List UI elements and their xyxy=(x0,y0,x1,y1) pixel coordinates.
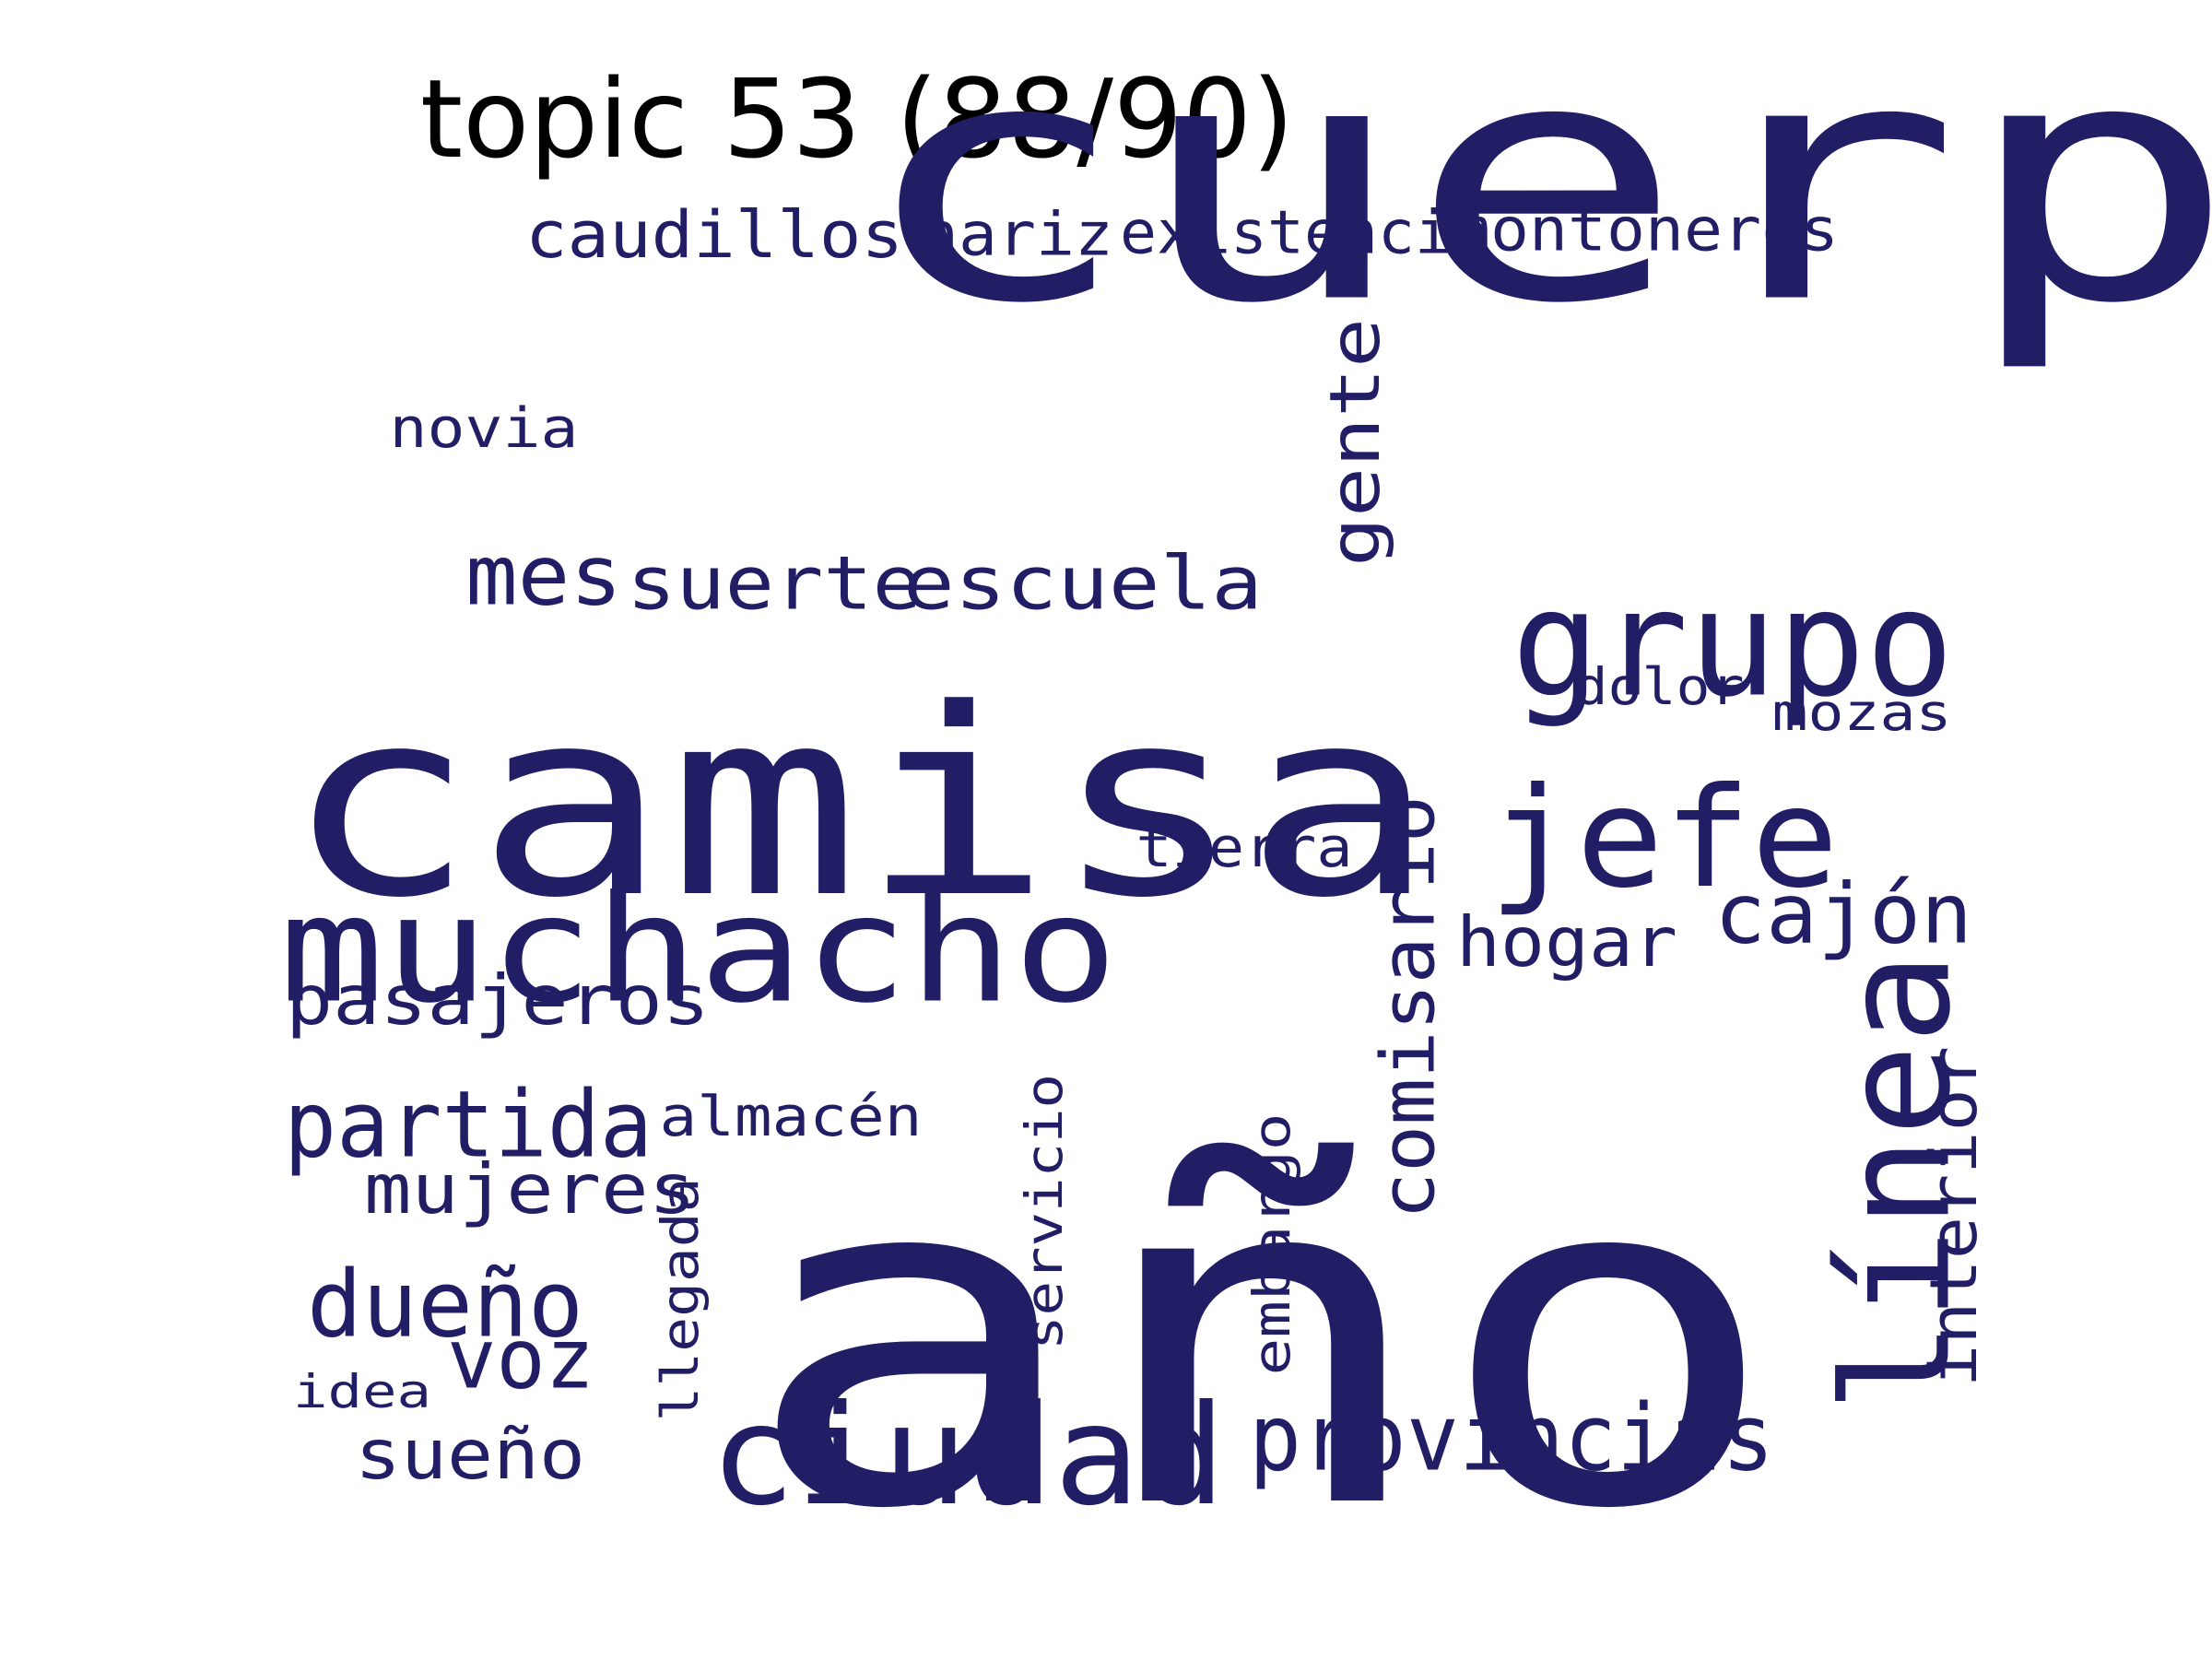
word-mujeres: mujeres xyxy=(364,1148,696,1230)
word-existencia: existencia xyxy=(1120,199,1488,268)
word-hogar: hogar xyxy=(1456,901,1677,982)
word-nariz: nariz xyxy=(920,201,1113,270)
word-camisa: camisa xyxy=(284,654,1436,955)
word-comisario: comisario xyxy=(1366,795,1452,1219)
word-caudillos: caudillos xyxy=(525,197,903,273)
word-jefe: jefe xyxy=(1488,759,1839,919)
word-dolor: dolor xyxy=(1574,657,1745,716)
word-novia: novia xyxy=(390,396,579,461)
word-partida: partida xyxy=(284,1071,653,1179)
word-mozas: mozas xyxy=(1772,683,1952,742)
word-gente: gente xyxy=(1314,318,1395,567)
word-año: año xyxy=(740,1073,1782,1609)
word-mes: mes xyxy=(465,528,622,625)
word-llegada: llegada xyxy=(651,1178,710,1422)
word-cajón: cajón xyxy=(1714,866,1972,963)
page-title: topic 53 (88/90) xyxy=(419,55,1295,182)
word-pasajeros: pasajeros xyxy=(286,959,710,1041)
word-embargo: embargo xyxy=(1242,1113,1301,1376)
word-línea: línea xyxy=(1811,952,1983,1413)
word-servicio: servicio xyxy=(1015,1074,1074,1350)
word-interior: interior xyxy=(1916,1046,1992,1387)
word-ciudad: ciudad xyxy=(710,1376,1226,1536)
word-muchacho: muchacho xyxy=(279,864,1118,1036)
word-tierra: tierra xyxy=(1136,816,1353,880)
word-escuela: escuela xyxy=(903,541,1263,627)
word-dueño: dueño xyxy=(307,1251,583,1359)
word-suerte: suerte xyxy=(627,541,922,627)
word-provincias: provincias xyxy=(1249,1384,1774,1492)
word-grupo: grupo xyxy=(1512,558,1954,730)
word-sueño: sueño xyxy=(355,1414,585,1495)
word-voz: voz xyxy=(447,1312,594,1408)
word-cuerpo: cuerpo xyxy=(855,0,2212,376)
word-montoneros: montoneros xyxy=(1452,196,1839,265)
word-almacén: almacén xyxy=(660,1085,923,1149)
word-idea: idea xyxy=(293,1365,431,1418)
